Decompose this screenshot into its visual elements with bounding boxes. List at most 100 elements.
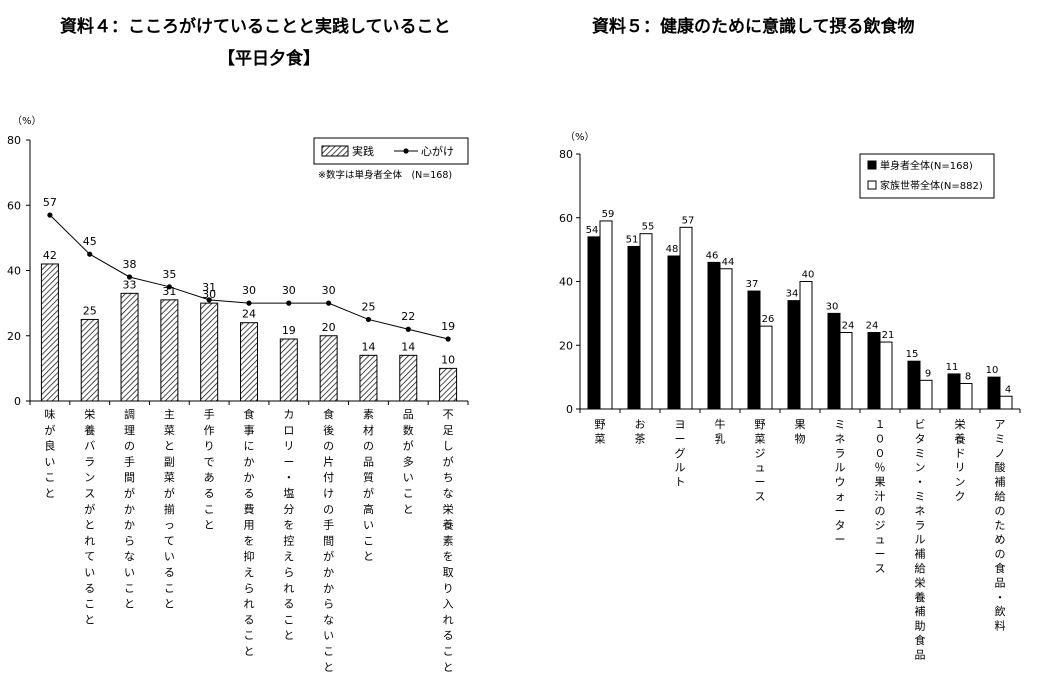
bar-family — [919, 379, 933, 410]
bar-family — [999, 395, 1013, 410]
category-label: １００％果汁のジュース — [875, 418, 886, 575]
line-point — [206, 297, 212, 303]
bar-single — [587, 236, 601, 410]
bar-value-label: 14 — [361, 340, 375, 353]
category-label: 野菜ジュース — [755, 418, 766, 503]
line-value-label: 38 — [123, 258, 137, 271]
chart2-title: 資料５：健康のために意識して摂る飲食物 — [592, 17, 915, 37]
category-label: ヨーグルト — [675, 418, 686, 489]
bar-family — [639, 233, 653, 410]
line-point — [445, 336, 451, 342]
y-tick-label: 60 — [559, 212, 573, 225]
category-label: 牛乳 — [715, 417, 726, 445]
bar-value-label: 20 — [322, 321, 336, 334]
bar-value-label-single: 37 — [746, 279, 759, 290]
y-tick-label: 40 — [7, 265, 21, 278]
line-value-label: 30 — [322, 284, 336, 297]
line-value-label: 35 — [162, 268, 176, 281]
bar-value-label-single: 11 — [946, 362, 959, 373]
line-point — [365, 316, 372, 323]
bar-value-label-family: 57 — [682, 215, 695, 226]
category-label: 栄養ドリンク — [955, 417, 966, 503]
bar-family — [959, 383, 973, 410]
bar-single — [667, 255, 681, 410]
bar-family — [759, 325, 773, 410]
y-tick-label: 20 — [559, 339, 573, 352]
category-label: 食後の片付けの手間がかからないこと — [323, 407, 334, 674]
bar-value-label-single: 54 — [586, 225, 599, 236]
bar-family — [599, 220, 613, 410]
bar-value-label-family: 44 — [722, 257, 735, 268]
y-tick-label: 0 — [14, 395, 21, 408]
bar-value-label-family: 9 — [925, 368, 931, 379]
line-value-label: 30 — [282, 284, 296, 297]
y-tick-label: 60 — [7, 199, 21, 212]
bar-value-label-family: 4 — [1005, 384, 1011, 395]
category-label: お茶 — [635, 418, 646, 445]
bar-value-label-family: 26 — [762, 314, 775, 325]
chart1-legend — [313, 137, 469, 165]
legend-label-single: 単身者全体(N=168) — [880, 159, 973, 172]
chart1-note: ※数字は単身者全体 (N=168) — [318, 169, 452, 181]
category-label: アミノ酸補給のための食品・飲料 — [995, 418, 1006, 633]
category-label: 不足しがちな栄養素を取り入れること — [443, 408, 454, 674]
bar-family — [799, 281, 813, 410]
line-value-label: 25 — [361, 300, 375, 313]
chart1-title: 資料４：こころがけていることと実践していること — [60, 17, 451, 37]
bar-single — [907, 360, 921, 410]
bar-value-label-family: 24 — [842, 321, 855, 332]
category-label: 品数が多いこと — [403, 408, 414, 516]
bar-value-label: 25 — [83, 304, 97, 317]
bar-value-label-single: 46 — [706, 250, 719, 261]
y-tick-label: 80 — [7, 134, 21, 147]
line-value-label: 45 — [83, 235, 97, 248]
category-label: 味が良いこと — [44, 408, 55, 500]
bar-value-label-family: 8 — [965, 372, 971, 383]
line-value-label: 22 — [401, 310, 415, 323]
line-point — [126, 274, 133, 280]
legend-label-kokorogake: 心がけ — [421, 144, 454, 158]
y-tick-label: 20 — [7, 330, 21, 343]
bar-family — [679, 226, 693, 410]
bar-value-label-single: 24 — [866, 321, 879, 332]
legend-label-jissen: 実践 — [352, 144, 374, 158]
bar-single — [867, 332, 881, 410]
category-label: 主菜と副菜が揃っていること — [164, 408, 175, 611]
category-label: ミネラルウォーター — [835, 418, 846, 546]
line-point — [166, 284, 172, 290]
bar-value-label-single: 15 — [906, 349, 919, 360]
line-value-label: 30 — [242, 284, 256, 297]
line-point — [246, 300, 252, 306]
chart1-y-unit: （%） — [12, 115, 42, 127]
bar-value-label: 42 — [43, 249, 57, 262]
bar-family — [879, 341, 893, 410]
bar-value-label-single: 34 — [786, 289, 799, 300]
bar-single — [747, 290, 761, 410]
bar-value-label-single: 48 — [666, 244, 679, 255]
line-point — [47, 212, 53, 218]
category-label: 果物 — [795, 418, 806, 445]
bar-value-label: 10 — [441, 353, 455, 366]
bar-value-label: 14 — [401, 340, 415, 353]
bar-single — [627, 245, 641, 410]
bar-family — [719, 268, 733, 410]
chart2-y-unit: （%） — [565, 131, 595, 143]
bar-value-label: 24 — [242, 308, 256, 321]
bar-value-label-single: 30 — [826, 301, 839, 312]
line-value-label: 19 — [441, 320, 455, 333]
line-point — [326, 300, 332, 306]
bar-single — [827, 312, 841, 410]
category-label: 食事にかかる費用を抑えられること — [244, 407, 255, 658]
legend-swatch-single — [867, 160, 877, 170]
legend-swatch-jissen — [321, 145, 349, 157]
category-label: 調理の手間がかからないこと — [124, 407, 135, 611]
chart2-legend — [859, 153, 995, 199]
category-label: 素材の品質が高いこと — [363, 408, 374, 563]
bar-value-label-family: 55 — [642, 222, 655, 233]
line-point — [286, 300, 292, 306]
line-point — [87, 251, 93, 257]
legend-marker-kokorogake — [403, 148, 409, 154]
bar-value-label: 19 — [282, 324, 296, 337]
category-label: 手作りであること — [204, 407, 215, 532]
